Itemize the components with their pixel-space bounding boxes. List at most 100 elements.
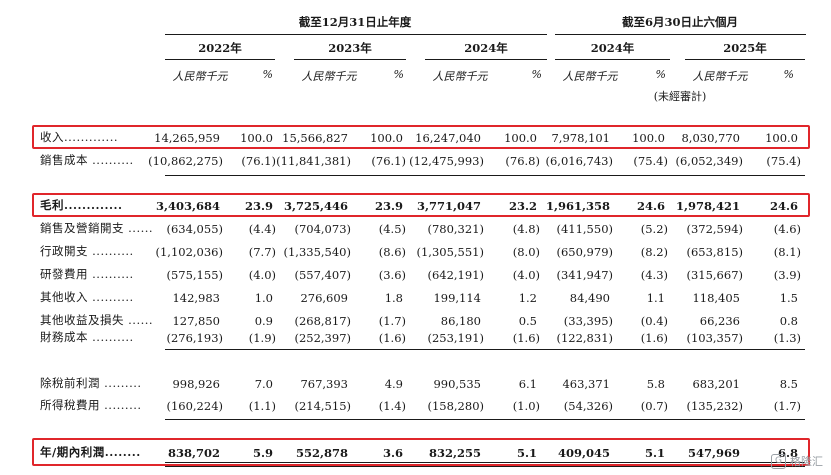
year-header-3: 2024年 (464, 41, 508, 55)
cell-tax-h124-pct: (0.7) (640, 399, 668, 413)
unit-header-1: 人民幣千元 (172, 70, 228, 83)
cell-tax-2022-pct: (1.1) (248, 399, 276, 413)
rule-after-cost (165, 175, 805, 176)
cell-sell-2024-pct: (4.8) (512, 222, 540, 236)
cell-pbt-2022-pct: 7.0 (254, 377, 273, 391)
pct-header-5: % (783, 68, 794, 81)
cell-pbt-h125-amt: 683,201 (692, 377, 740, 391)
cell-revenue-h125-pct: 100.0 (765, 131, 798, 145)
year-header-2: 2023年 (328, 41, 372, 55)
cell-cost-2022-amt: (10,862,275) (148, 154, 223, 168)
cell-sell-h125-pct: (4.6) (773, 222, 801, 236)
cell-fc-2024-pct: (1.6) (512, 331, 540, 345)
cell-admin-2024-pct: (8.0) (512, 245, 540, 259)
year-header-4: 2024年 (590, 41, 635, 55)
cell-np-2022-pct: 5.9 (252, 446, 273, 460)
rule-after-finance (165, 349, 805, 350)
year-rule-3 (425, 59, 547, 60)
row-label-gross-profit: 毛利............. (40, 198, 123, 212)
cell-np-2022-amt: 838,702 (167, 446, 220, 460)
cell-cost-2023-amt: (11,841,381) (276, 154, 351, 168)
cell-og-h124-amt: (33,395) (563, 314, 613, 328)
cell-og-2023-pct: (1.7) (378, 314, 406, 328)
cell-oi-2024-pct: 1.2 (518, 291, 537, 305)
cell-oi-h124-amt: 84,490 (569, 291, 610, 305)
row-label-net-profit: 年/期內利潤........ (40, 445, 141, 459)
cell-og-2024-amt: 86,180 (440, 314, 481, 328)
cell-gp-2024-pct: 23.2 (508, 199, 537, 213)
cell-revenue-2024-pct: 100.0 (504, 131, 537, 145)
cell-fc-2024-amt: (253,191) (427, 331, 484, 345)
cell-fc-2023-amt: (252,397) (294, 331, 351, 345)
unit-header-2: 人民幣千元 (301, 70, 357, 83)
row-label-selling: 銷售及營銷開支 ...... (40, 221, 154, 235)
cell-oi-2023-pct: 1.8 (384, 291, 403, 305)
cell-admin-2023-pct: (8.6) (378, 245, 406, 259)
gelonghui-logo-icon: G (771, 453, 786, 469)
cell-gp-2023-pct: 23.9 (374, 199, 403, 213)
cell-pbt-h124-amt: 463,371 (562, 377, 610, 391)
cell-oi-2024-amt: 199,114 (433, 291, 481, 305)
cell-gp-h125-pct: 24.6 (769, 199, 798, 213)
cell-cost-2024-amt: (12,475,993) (409, 154, 484, 168)
cell-fc-2022-pct: (1.9) (248, 331, 276, 345)
row-label-finance-costs: 財務成本 .......... (40, 330, 134, 344)
cell-cost-h125-pct: (75.4) (766, 154, 801, 168)
cell-np-h124-pct: 5.1 (644, 446, 665, 460)
cell-admin-2024-amt: (1,305,551) (416, 245, 484, 259)
cell-sell-2024-amt: (780,321) (427, 222, 484, 236)
cell-fc-h125-pct: (1.3) (773, 331, 801, 345)
highlight-net-profit (32, 438, 810, 466)
cell-og-2022-pct: 0.9 (254, 314, 273, 328)
cell-tax-h125-pct: (1.7) (773, 399, 801, 413)
row-label-pbt: 除稅前利潤 ......... (40, 376, 142, 390)
cell-revenue-2023-amt: 15,566,827 (282, 131, 348, 145)
cell-rnd-2023-pct: (3.6) (378, 268, 406, 282)
period-rule-h1 (555, 34, 806, 35)
cell-rnd-h124-amt: (341,947) (556, 268, 613, 282)
cell-gp-h124-amt: 1,961,358 (545, 199, 610, 213)
cell-og-2023-amt: (268,817) (294, 314, 351, 328)
cell-rnd-h125-pct: (3.9) (773, 268, 801, 282)
cell-cost-2023-pct: (76.1) (371, 154, 406, 168)
cell-admin-h125-pct: (8.1) (773, 245, 801, 259)
cell-cost-h124-pct: (75.4) (633, 154, 668, 168)
cell-rnd-2023-amt: (557,407) (294, 268, 351, 282)
period-header-fy: 截至12月31日止年度 (298, 15, 412, 29)
cell-pbt-2022-amt: 998,926 (172, 377, 220, 391)
cell-rnd-2024-pct: (4.0) (512, 268, 540, 282)
highlight-revenue (32, 125, 810, 149)
year-header-5: 2025年 (723, 41, 767, 55)
cell-tax-h125-amt: (135,232) (686, 399, 743, 413)
cell-sell-2023-pct: (4.5) (378, 222, 406, 236)
pct-header-4: % (655, 68, 666, 81)
cell-cost-2022-pct: (76.1) (241, 154, 276, 168)
cell-og-h124-pct: (0.4) (640, 314, 668, 328)
cell-pbt-h124-pct: 5.8 (646, 377, 665, 391)
cell-cost-2024-pct: (76.8) (505, 154, 540, 168)
cell-pbt-2023-pct: 4.9 (384, 377, 403, 391)
cell-revenue-2022-amt: 14,265,959 (154, 131, 220, 145)
cell-sell-h125-amt: (372,594) (686, 222, 743, 236)
cell-fc-h124-amt: (122,831) (556, 331, 613, 345)
row-label-other-income: 其他收入 .......... (40, 290, 134, 304)
cell-rnd-2022-pct: (4.0) (248, 268, 276, 282)
cell-oi-2022-pct: 1.0 (254, 291, 273, 305)
cell-pbt-2023-amt: 767,393 (300, 377, 348, 391)
rule-after-tax (165, 419, 805, 420)
cell-og-2024-pct: 0.5 (518, 314, 537, 328)
cell-tax-h124-amt: (54,326) (563, 399, 613, 413)
cell-revenue-2024-amt: 16,247,040 (415, 131, 481, 145)
cell-np-2024-pct: 5.1 (516, 446, 537, 460)
cell-gp-h124-pct: 24.6 (636, 199, 665, 213)
year-rule-1 (165, 59, 275, 60)
year-rule-2 (294, 59, 406, 60)
cell-np-h124-amt: 409,045 (557, 446, 610, 460)
cell-revenue-h124-pct: 100.0 (632, 131, 665, 145)
unit-header-3: 人民幣千元 (432, 70, 488, 83)
cell-pbt-2024-pct: 6.1 (518, 377, 537, 391)
cell-sell-2022-pct: (4.4) (248, 222, 276, 236)
cell-admin-h124-pct: (8.2) (640, 245, 668, 259)
cell-og-2022-amt: 127,850 (172, 314, 220, 328)
